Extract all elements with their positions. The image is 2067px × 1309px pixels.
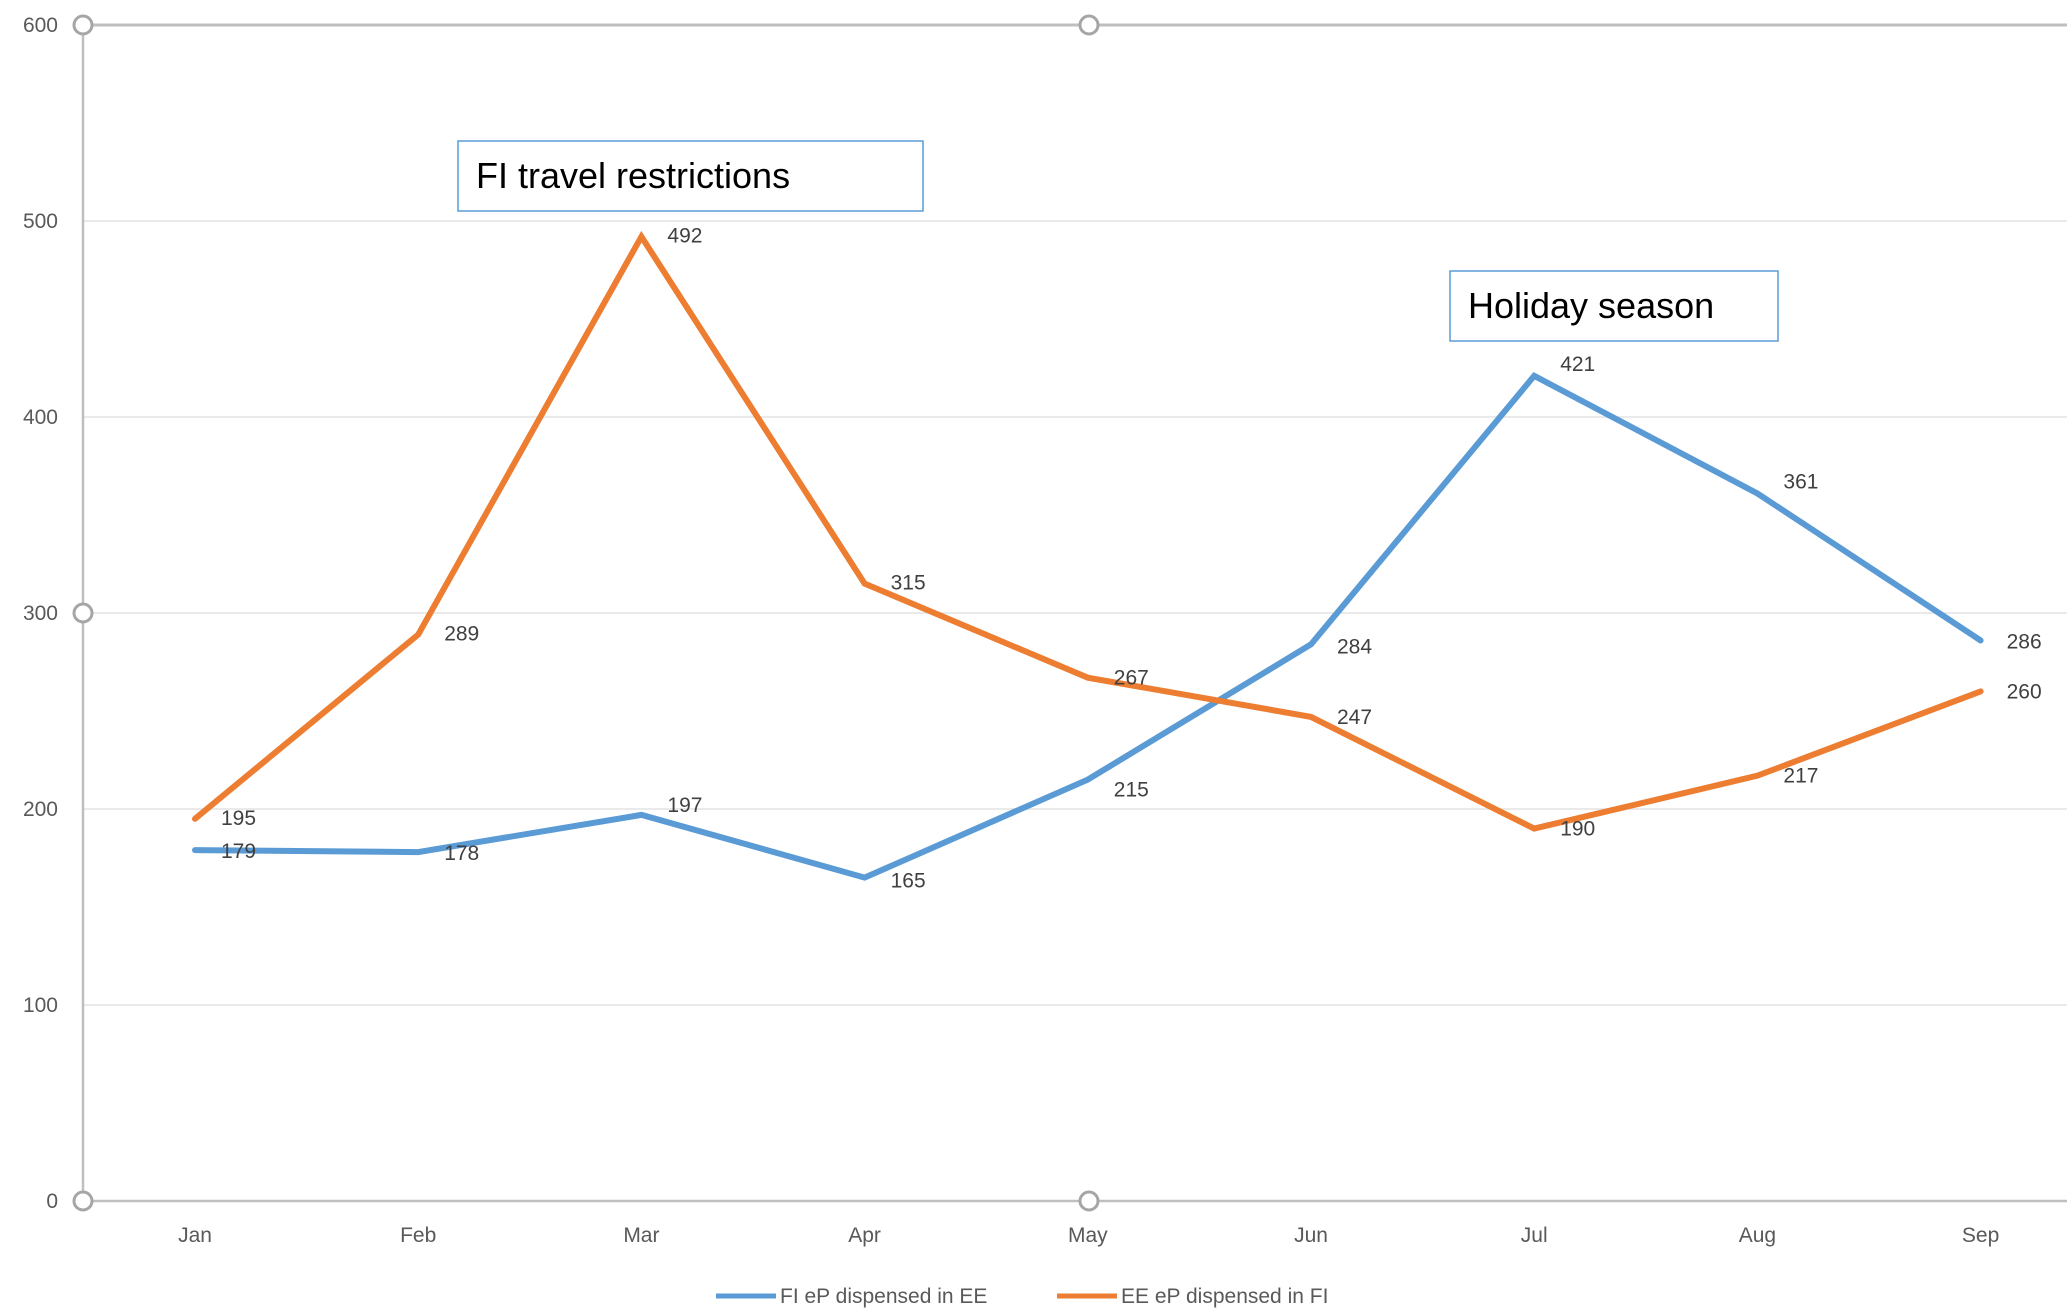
data-label: 247 <box>1337 706 1372 729</box>
x-tick-label: Jan <box>178 1224 212 1247</box>
annotation-text: Holiday season <box>1468 285 1714 326</box>
y-tick-label: 200 <box>23 798 58 821</box>
resize-handle[interactable] <box>72 14 94 36</box>
resize-handle[interactable] <box>1078 14 1100 36</box>
resize-handle[interactable] <box>1078 1190 1100 1212</box>
data-label: 284 <box>1337 635 1372 658</box>
legend-item-fi-ep: FI eP dispensed in EE <box>716 1285 987 1308</box>
x-tick-label: Sep <box>1962 1224 1999 1247</box>
data-labels: 179 178 197 165 215 284 421 361 286 195 289 492 315 2… <box>221 225 2042 893</box>
data-label: 286 <box>2007 630 2042 653</box>
data-label: 165 <box>891 870 926 893</box>
data-label: 178 <box>444 842 479 865</box>
y-tick-label: 400 <box>23 406 58 429</box>
series-line-1 <box>192 230 1984 832</box>
series-line-0 <box>192 372 1984 881</box>
data-label: 195 <box>221 807 256 830</box>
data-label: 217 <box>1783 765 1818 788</box>
data-label: 267 <box>1114 667 1149 690</box>
resize-handle[interactable] <box>72 602 94 624</box>
legend-label: EE eP dispensed in FI <box>1121 1285 1328 1308</box>
x-tick-label: Jul <box>1521 1224 1548 1247</box>
legend-label: FI eP dispensed in EE <box>780 1285 987 1308</box>
data-label: 361 <box>1783 470 1818 493</box>
legend: FI eP dispensed in EE EE eP dispensed in… <box>716 1285 1328 1308</box>
resize-handle[interactable] <box>72 1190 94 1212</box>
x-tick-label: Aug <box>1739 1224 1776 1247</box>
y-tick-label: 0 <box>46 1190 58 1213</box>
data-label: 421 <box>1560 353 1595 376</box>
annotation-box <box>1449 270 1779 342</box>
annotation-holiday-season[interactable]: Holiday season <box>1449 270 1779 342</box>
data-label: 215 <box>1114 779 1149 802</box>
data-label: 315 <box>891 572 926 595</box>
x-tick-label: Jun <box>1294 1224 1328 1247</box>
data-label: 260 <box>2007 680 2042 703</box>
y-axis-ticks: 0 100 200 300 400 500 600 <box>23 14 58 1213</box>
y-tick-label: 500 <box>23 210 58 233</box>
x-tick-label: Apr <box>848 1224 881 1247</box>
y-tick-label: 100 <box>23 994 58 1017</box>
x-tick-label: May <box>1068 1224 1108 1247</box>
data-label: 190 <box>1560 818 1595 841</box>
y-tick-label: 600 <box>23 14 58 37</box>
x-axis-ticks: Jan Feb Mar Apr May Jun Jul Aug Sep <box>178 1224 1999 1247</box>
gridlines <box>83 23 2067 1006</box>
x-tick-label: Mar <box>623 1224 659 1247</box>
data-label: 289 <box>444 623 479 646</box>
annotation-travel-restrictions[interactable]: FI travel restrictions <box>457 140 924 212</box>
series-lines <box>192 230 1984 881</box>
data-label: 179 <box>221 840 256 863</box>
data-label: 492 <box>667 225 702 248</box>
annotation-text: FI travel restrictions <box>476 155 790 196</box>
annotation-box <box>457 140 924 212</box>
selection-handles[interactable] <box>72 14 1100 1212</box>
y-tick-label: 300 <box>23 602 58 625</box>
x-tick-label: Feb <box>400 1224 436 1247</box>
data-label: 197 <box>667 794 702 817</box>
legend-item-ee-ep: EE eP dispensed in FI <box>1057 1285 1328 1308</box>
